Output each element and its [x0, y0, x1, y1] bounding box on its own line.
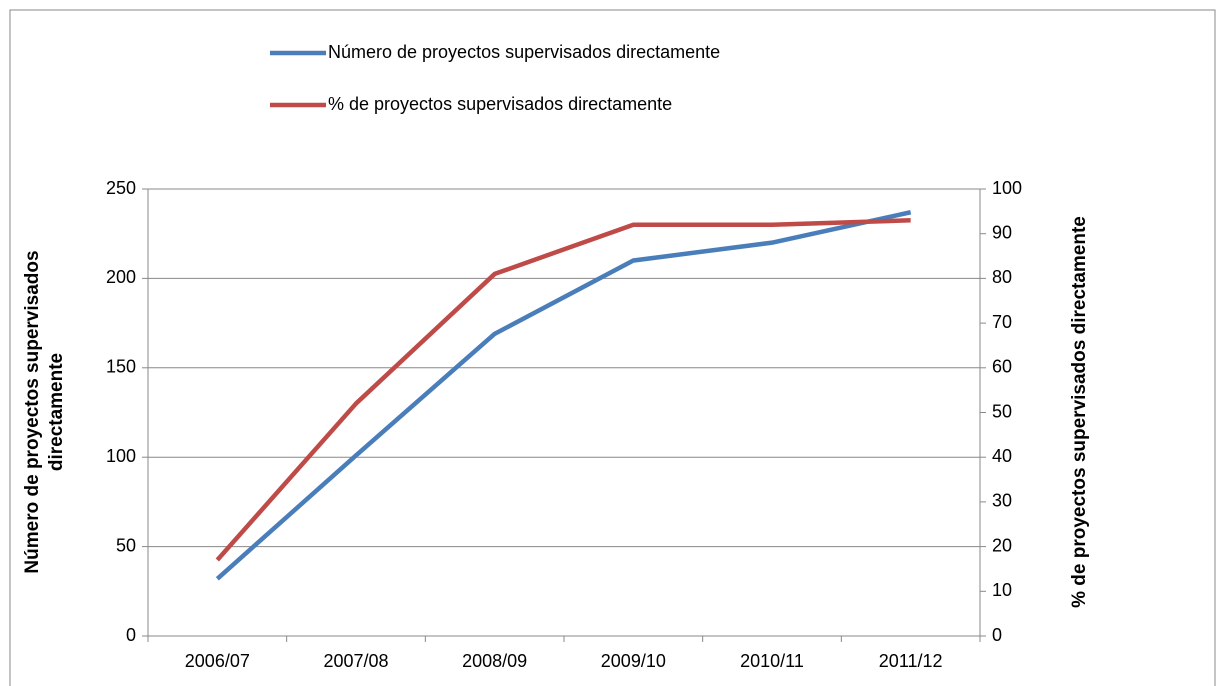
y-tick-label: 200 — [106, 267, 136, 287]
x-tick-label: 2008/09 — [462, 651, 527, 671]
y-tick-label: 150 — [106, 357, 136, 377]
y2-tick-label: 40 — [992, 446, 1012, 466]
series-line — [215, 218, 911, 562]
series-line — [215, 210, 912, 581]
y-tick-label: 0 — [126, 625, 136, 645]
y2-tick-label: 70 — [992, 312, 1012, 332]
y-tick-label: 100 — [106, 446, 136, 466]
chart-frame — [9, 9, 1216, 686]
y2-tick-label: 30 — [992, 491, 1012, 511]
legend-label: Número de proyectos supervisados directa… — [328, 42, 720, 62]
x-tick-label: 2009/10 — [601, 651, 666, 671]
y2-tick-label: 10 — [992, 580, 1012, 600]
y2-tick-label: 60 — [992, 357, 1012, 377]
y2-tick-label: 80 — [992, 267, 1012, 287]
y-tick-label: 250 — [106, 178, 136, 198]
y2-tick-label: 90 — [992, 222, 1012, 242]
x-tick-label: 2006/07 — [185, 651, 250, 671]
y2-tick-label: 20 — [992, 535, 1012, 555]
y2-tick-label: 50 — [992, 401, 1012, 421]
legend-label: % de proyectos supervisados directamente — [328, 94, 672, 114]
y-tick-label: 50 — [116, 535, 136, 555]
y2-axis-title: % de proyectos supervisados directamente — [1069, 216, 1090, 608]
x-tick-label: 2007/08 — [323, 651, 388, 671]
y2-tick-label: 100 — [992, 178, 1022, 198]
x-tick-label: 2011/12 — [879, 651, 943, 671]
x-tick-label: 2010/11 — [740, 651, 804, 671]
y2-tick-label: 0 — [992, 625, 1002, 645]
y-axis-title: Número de proyectos supervisados directa… — [22, 250, 67, 574]
